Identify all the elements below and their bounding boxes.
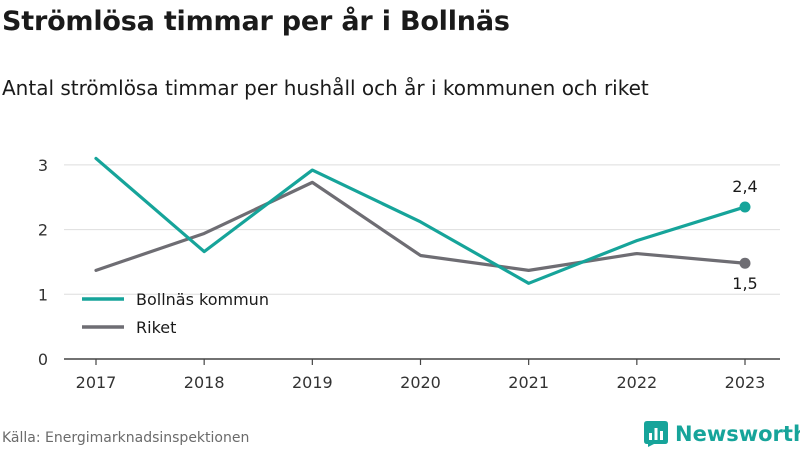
- x-tick-label: 2021: [508, 373, 549, 392]
- y-tick-label: 0: [38, 350, 48, 369]
- end-value-label: 1,5: [732, 274, 757, 293]
- y-tick-label: 3: [38, 156, 48, 175]
- line-chart: 0 1 2 3 2017 2018 2019 2020 2021 2022 2023 2,4 1,5 Bo…: [38, 156, 780, 392]
- y-tick-label: 2: [38, 221, 48, 240]
- chart-subtitle: Antal strömlösa timmar per hushåll och å…: [2, 76, 649, 100]
- x-tick-label: 2020: [400, 373, 441, 392]
- x-tick-label: 2017: [76, 373, 117, 392]
- series-line-bollnas: [94, 156, 747, 285]
- x-tick-label: 2022: [616, 373, 657, 392]
- brand-name: Newsworthy: [675, 422, 800, 446]
- series-line-riket: [94, 180, 747, 272]
- x-tick-label: 2023: [725, 373, 766, 392]
- newsworthy-logo-icon: [644, 421, 668, 447]
- x-tick-label: 2019: [292, 373, 333, 392]
- legend-label: Bollnäs kommun: [136, 290, 269, 309]
- chart-title: Strömlösa timmar per år i Bollnäs: [2, 6, 510, 37]
- legend-label: Riket: [136, 318, 176, 337]
- brand-logo: Newsworthy: [644, 420, 800, 448]
- source-note: Källa: Energimarknadsinspektionen: [2, 430, 250, 446]
- end-point-bollnas: [739, 201, 751, 213]
- end-point-riket: [739, 257, 751, 269]
- y-tick-label: 1: [38, 285, 48, 304]
- x-tick-label: 2018: [184, 373, 225, 392]
- end-value-label: 2,4: [732, 177, 757, 196]
